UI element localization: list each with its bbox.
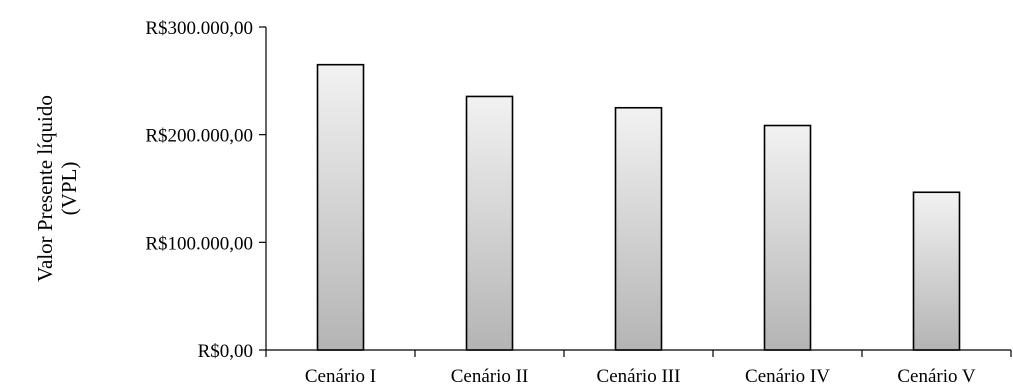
bar (763, 124, 812, 351)
bar (614, 106, 663, 351)
bar (465, 95, 514, 351)
y-axis: R$0,00 R$100.000,00 R$200.000,00 R$300.000,… (145, 18, 267, 362)
bar (912, 191, 961, 351)
x-tick-label: Cenário V (897, 366, 976, 387)
y-tick-label: R$0,00 (198, 341, 253, 362)
x-axis: Cenário I Cenário II Cenário III Cenário IV… (265, 349, 1012, 387)
y-tick-label: R$200.000,00 (145, 126, 253, 147)
x-tick-label: Cenário I (305, 366, 376, 387)
y-axis-title-line: (VPL) (57, 162, 81, 216)
y-tick-label: R$100.000,00 (145, 233, 253, 254)
y-tick-label: R$300.000,00 (145, 18, 253, 39)
bar (316, 63, 365, 351)
y-axis-title: Valor Presente líquido (VPL) (33, 95, 81, 282)
y-axis-title-line: Valor Presente líquido (33, 95, 57, 282)
x-tick-label: Cenário III (597, 366, 681, 387)
bars (316, 63, 961, 351)
x-tick-label: Cenário IV (745, 366, 830, 387)
x-tick-label: Cenário II (451, 366, 529, 387)
